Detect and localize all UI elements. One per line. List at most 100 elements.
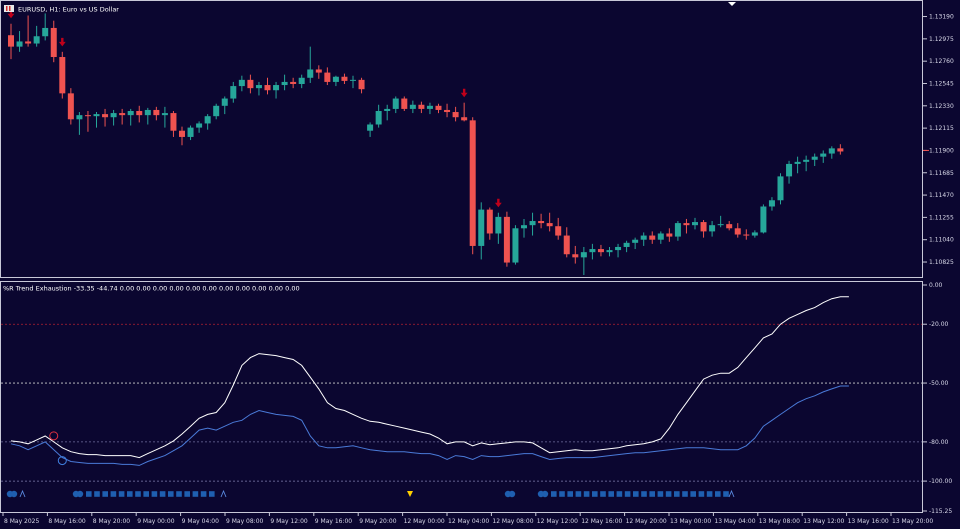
chart-icon-bar (6, 6, 8, 11)
indicator-pane[interactable]: %R Trend Exhaustion -33.35 -44.74 0.00 0… (0, 281, 953, 516)
candle (401, 96, 408, 111)
trend-square-icon (682, 491, 688, 497)
candle (230, 81, 237, 103)
trend-square-icon (633, 491, 639, 497)
time-tick-label: 13 May 20:00 (892, 518, 933, 525)
candle-body (512, 228, 519, 263)
candle (623, 240, 630, 253)
price-tick-label: 1.12330 (929, 103, 954, 110)
candle-body (204, 116, 211, 124)
candle-body (632, 239, 639, 243)
trend-square-icon (551, 491, 557, 497)
indicator-axis[interactable]: 0.00 -20.00 -50.00 -80.00 -100.00 -115.25 (923, 282, 952, 515)
trend-square-icon (118, 491, 125, 497)
candle (127, 108, 134, 126)
candle (264, 77, 271, 95)
price-pane[interactable]: EURUSD, H1: Euro vs US Dollar 1.131901.1… (0, 0, 954, 278)
candle-body (196, 123, 203, 128)
candle (743, 229, 750, 240)
candle-body (623, 242, 630, 247)
price-tick-label: 1.11255 (929, 214, 954, 221)
signal-down-arrow-icon (494, 198, 502, 208)
time-tick-label: 9 May 00:00 (137, 518, 175, 525)
candle (238, 75, 245, 92)
candle (503, 211, 510, 267)
trend-square-icon (151, 491, 158, 497)
candle (717, 215, 724, 228)
indicator-tick-label: -115.25 (929, 508, 952, 515)
candle-body (615, 246, 622, 251)
candle (692, 217, 698, 230)
exhaustion-low-marker-icon (57, 456, 67, 466)
time-tick-label: 12 May 12:00 (537, 518, 578, 525)
candle (572, 245, 579, 264)
indicator-tick-label: -50.00 (929, 380, 949, 387)
trend-square-icon (698, 491, 705, 497)
candle-body (93, 114, 100, 117)
candle-body (786, 163, 793, 177)
candle (187, 125, 194, 141)
indicator-tick-label: -20.00 (929, 321, 949, 328)
candle (119, 108, 126, 125)
candle (418, 101, 425, 114)
candle-body (717, 224, 724, 226)
signal-down-arrow-icon (460, 88, 468, 98)
trend-square-icon (176, 491, 182, 497)
candle (384, 104, 391, 121)
time-tick-label: 8 May 2025 (4, 518, 39, 525)
trend-square-icon (616, 491, 623, 497)
candle-body (144, 109, 151, 116)
candle-body (59, 57, 66, 94)
trend-square-icon (86, 491, 92, 497)
candle-body (751, 232, 758, 236)
price-axis[interactable]: 1.13190 1.12975 1.12760 1.12545 1.12330 1.121… (923, 14, 954, 266)
trend-square-icon (600, 491, 606, 497)
price-tick-label: 1.12545 (929, 80, 954, 87)
candle-body (153, 109, 160, 116)
signal-arrows-group (7, 9, 502, 208)
candle-body (666, 233, 673, 237)
candle (76, 112, 83, 135)
candle (632, 237, 639, 250)
candle (478, 202, 485, 260)
trend-square-icon (192, 491, 199, 497)
candle-body (264, 85, 271, 91)
candle (529, 212, 536, 236)
candle (42, 13, 49, 41)
time-tick-label: 8 May 20:00 (93, 518, 131, 525)
candle (760, 204, 767, 234)
candle-body (811, 156, 818, 160)
candle (298, 74, 305, 89)
candle (726, 221, 733, 231)
candle (307, 46, 314, 83)
candle-body (290, 81, 297, 85)
signal-down-arrow-icon (58, 37, 66, 47)
candle-body (136, 110, 143, 116)
chart-shift-marker[interactable] (728, 2, 736, 6)
trend-square-icon (592, 491, 598, 497)
candle (179, 126, 185, 146)
candle-body (820, 153, 827, 157)
indicator-markers (6, 431, 735, 498)
candle-body (392, 98, 399, 109)
candle-body (213, 105, 220, 117)
candle-body (538, 221, 545, 224)
candle-body (119, 113, 126, 116)
candle (8, 23, 14, 60)
candle-body (837, 148, 844, 152)
candle (657, 231, 664, 244)
trend-square-icon (184, 491, 190, 497)
trend-square-icon (665, 491, 672, 497)
candle-body (486, 209, 493, 234)
candle (204, 114, 211, 130)
candle (324, 67, 331, 86)
time-tick-label: 13 May 00:00 (670, 518, 711, 525)
candle-body (247, 79, 254, 89)
candle (213, 103, 220, 120)
candle-body (281, 81, 288, 86)
trend-blob-icon (76, 490, 84, 498)
candle-body (734, 228, 741, 235)
time-axis[interactable]: 8 May 2025 8 May 16:00 8 May 20:00 9 May 00… (2, 512, 933, 525)
trend-square-icon (690, 491, 696, 497)
